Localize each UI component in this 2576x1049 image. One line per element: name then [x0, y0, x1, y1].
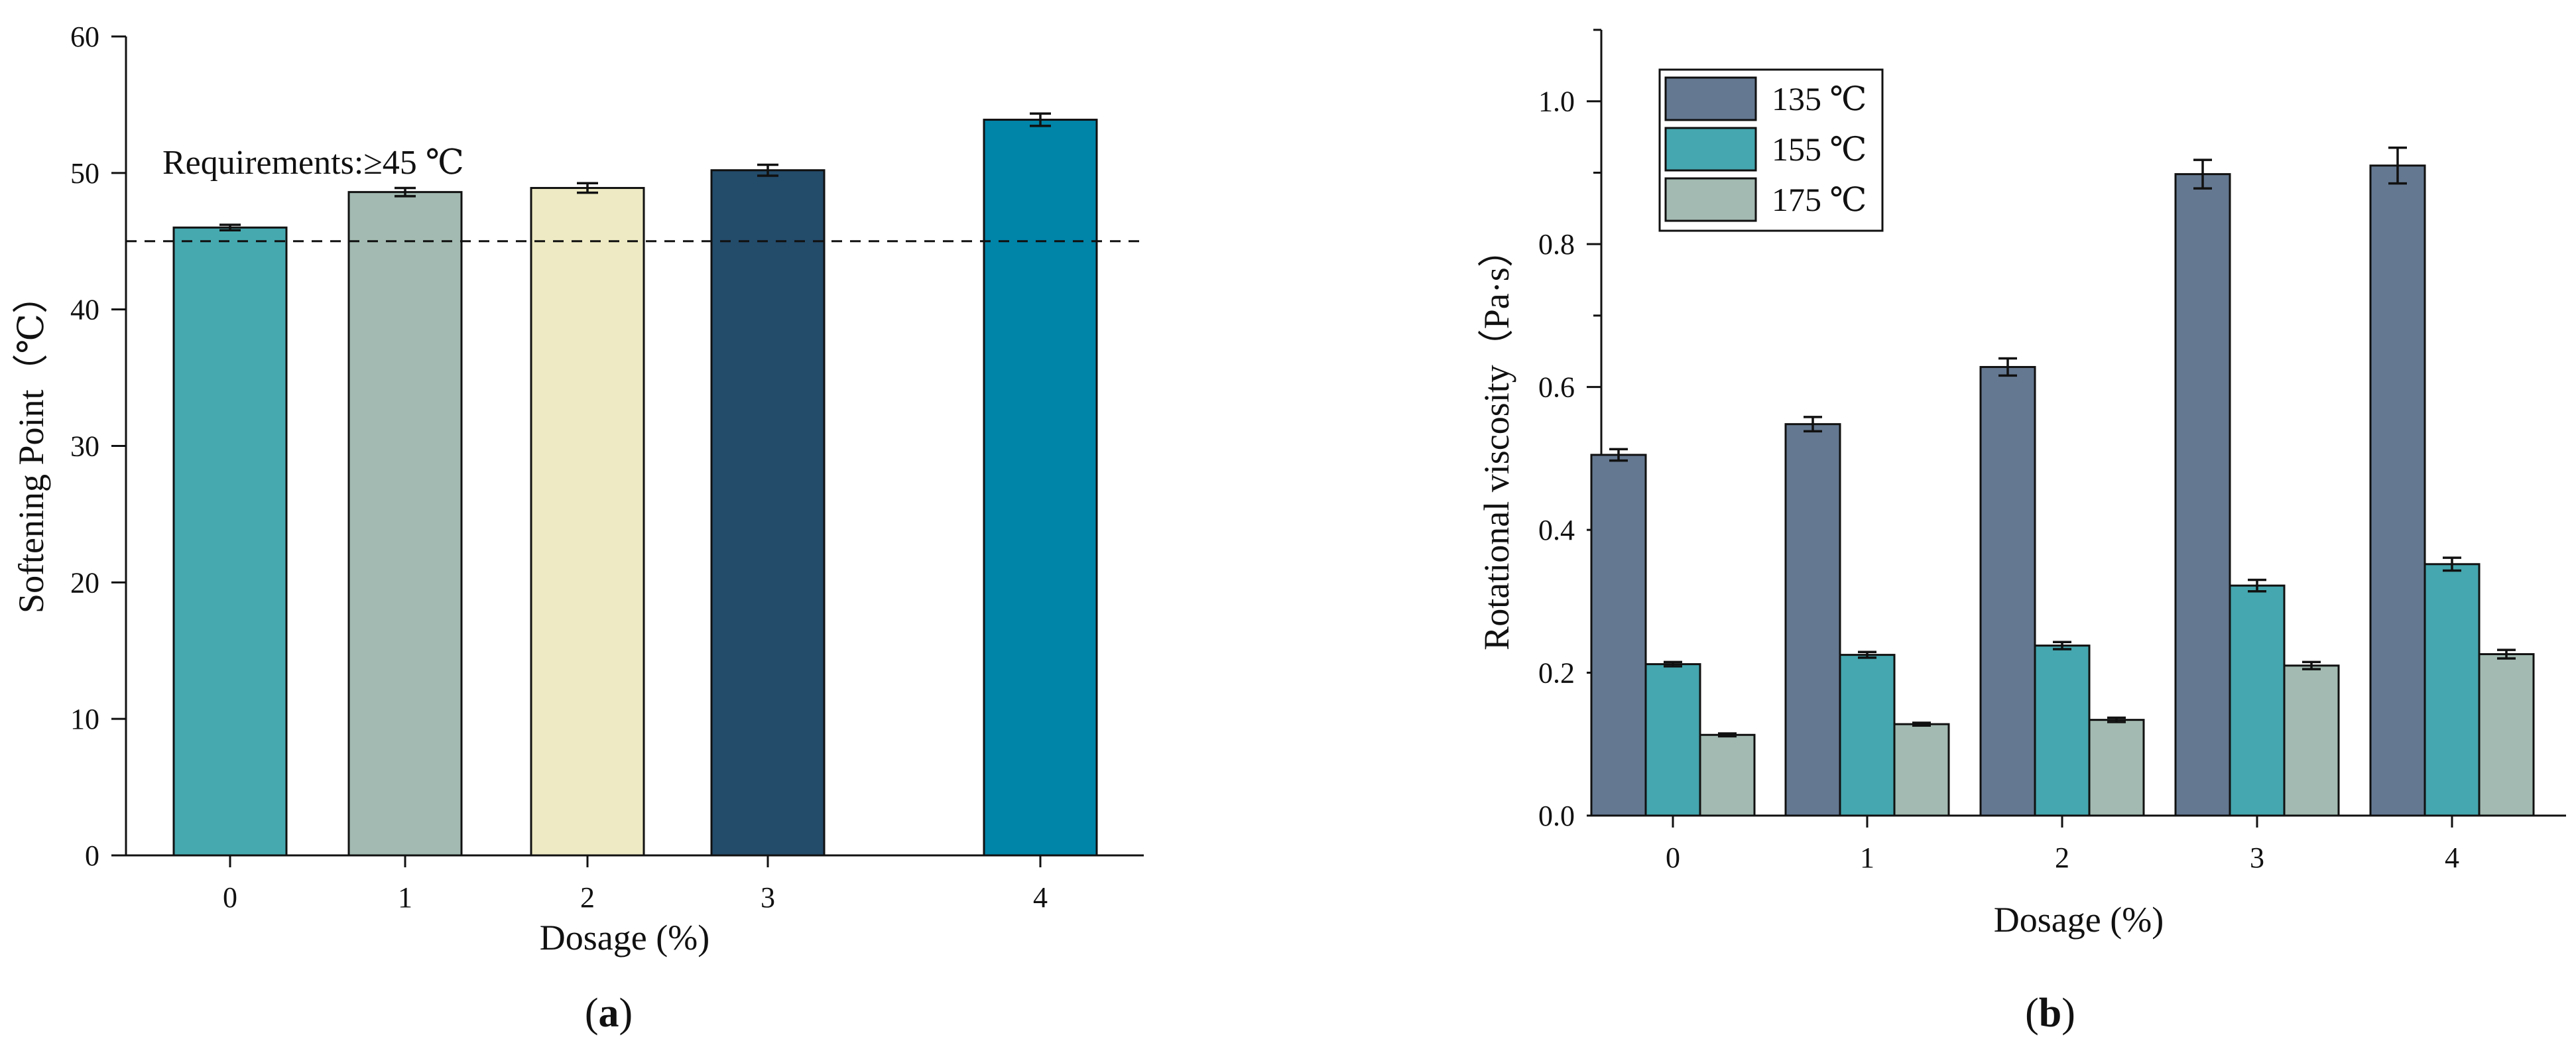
- error-bar-155c-dosage-2: [2053, 641, 2071, 650]
- error-bar-dosage-2: [577, 182, 598, 194]
- bar-135c-dosage-0: [1590, 454, 1647, 817]
- bar-155c-dosage-4: [2423, 563, 2481, 817]
- y-tick-label: 0: [85, 839, 99, 872]
- panel-b-y-ticks: 0.0 0.2 0.4 0.6 0.8 1.0: [1538, 29, 1601, 832]
- error-bar-175c-dosage-2: [2107, 716, 2126, 723]
- error-bar-155c-dosage-0: [1664, 660, 1682, 668]
- panel-b-label: (b): [2025, 991, 2075, 1036]
- bar-155c-dosage-3: [2229, 584, 2286, 817]
- bar-dosage-3: [710, 169, 826, 857]
- y-tick-label: 0.6: [1538, 371, 1575, 404]
- error-bar-dosage-0: [219, 223, 241, 232]
- requirement-annotation: Requirements:≥45 ℃: [162, 144, 464, 182]
- panel-a-x-ticks: 0 1 2 3 4: [223, 855, 1048, 914]
- error-bar-135c-dosage-2: [1998, 357, 2017, 377]
- error-bar-155c-dosage-4: [2443, 556, 2461, 572]
- y-tick-label: 30: [70, 430, 99, 463]
- bar-dosage-2: [530, 186, 645, 857]
- x-tick-label: 2: [580, 881, 595, 914]
- legend-swatch-155: [1664, 127, 1757, 172]
- legend-label-175: 175 ℃: [1772, 181, 1867, 218]
- error-bar-175c-dosage-0: [1718, 732, 1737, 738]
- panel-a-x-axis-title: Dosage (%): [540, 918, 709, 957]
- x-tick-label: 1: [398, 881, 412, 914]
- panel-a-bars: [172, 119, 1098, 857]
- x-tick-label: 3: [761, 881, 775, 914]
- y-tick-label: 10: [70, 703, 99, 735]
- bar-dosage-4: [983, 119, 1098, 857]
- y-tick-label: 0.0: [1538, 800, 1575, 832]
- error-bar-175c-dosage-1: [1912, 721, 1931, 727]
- legend: 135 ℃ 155 ℃ 175 ℃: [1658, 68, 1884, 232]
- error-bar-dosage-3: [757, 163, 778, 177]
- error-bar-135c-dosage-1: [1804, 416, 1822, 433]
- x-tick-label: 0: [223, 881, 237, 914]
- y-tick-label: 0.8: [1538, 228, 1575, 261]
- y-tick-label: 0.4: [1538, 514, 1575, 546]
- panel-b-x-ticks: 0 1 2 3 4: [1666, 816, 2459, 874]
- y-tick-label: 50: [70, 157, 99, 190]
- error-bar-135c-dosage-0: [1609, 448, 1628, 462]
- bar-135c-dosage-3: [2174, 173, 2231, 817]
- panel-a-y-ticks: 0 10 20 30 40 50 60: [70, 21, 126, 872]
- bar-135c-dosage-2: [1979, 365, 2036, 817]
- panel-b-bars: [1590, 164, 2535, 817]
- x-tick-label: 1: [1860, 841, 1874, 874]
- x-tick-label: 0: [1666, 841, 1680, 874]
- bar-175c-dosage-2: [2088, 719, 2145, 817]
- bar-155c-dosage-2: [2034, 645, 2091, 817]
- panel-b: 0.0 0.2 0.4 0.6 0.8 1.0 0 1 2 3 4 135 ℃ 155 ℃ 175…: [1477, 29, 2566, 1036]
- bar-175c-dosage-4: [2478, 653, 2535, 817]
- y-tick-label: 1.0: [1538, 86, 1575, 118]
- x-tick-label: 2: [2055, 841, 2069, 874]
- error-bar-dosage-4: [1030, 112, 1051, 127]
- bar-175c-dosage-3: [2283, 664, 2340, 817]
- y-tick-label: 40: [70, 294, 99, 326]
- bar-135c-dosage-4: [2369, 164, 2426, 817]
- legend-label-155: 155 ℃: [1772, 131, 1867, 168]
- y-tick-label: 0.2: [1538, 657, 1575, 690]
- x-tick-label: 4: [2445, 841, 2459, 874]
- legend-label-135: 135 ℃: [1772, 80, 1867, 117]
- bar-dosage-0: [172, 226, 288, 857]
- panel-b-error-bars: [1609, 147, 2516, 738]
- panel-b-letter: b: [2039, 991, 2061, 1036]
- error-bar-135c-dosage-3: [2193, 158, 2212, 190]
- error-bar-175c-dosage-4: [2497, 648, 2516, 660]
- x-tick-label: 3: [2250, 841, 2264, 874]
- error-bar-155c-dosage-1: [1858, 650, 1876, 659]
- panel-a-error-bars: [219, 112, 1051, 232]
- panel-b-y-axis-title: Rotational viscosity（Pa·s）: [1477, 231, 1516, 650]
- bar-175c-dosage-0: [1699, 733, 1756, 817]
- legend-swatch-135: [1664, 76, 1757, 121]
- bar-135c-dosage-1: [1784, 423, 1841, 817]
- error-bar-135c-dosage-4: [2388, 147, 2407, 185]
- legend-swatch-175: [1664, 177, 1757, 222]
- error-bar-155c-dosage-3: [2248, 578, 2266, 593]
- panel-a-letter: a: [599, 991, 619, 1036]
- panel-a-y-axis-title: Softening Point（℃）: [11, 278, 51, 613]
- bar-175c-dosage-1: [1893, 723, 1950, 817]
- bar-155c-dosage-1: [1839, 654, 1896, 817]
- y-tick-label: 60: [70, 21, 99, 53]
- error-bar-dosage-1: [395, 186, 416, 198]
- bar-155c-dosage-0: [1644, 663, 1701, 817]
- x-tick-label: 4: [1033, 881, 1048, 914]
- panel-a-label: (a): [585, 991, 633, 1036]
- error-bar-175c-dosage-3: [2302, 660, 2321, 670]
- bar-dosage-1: [347, 191, 463, 857]
- y-tick-label: 20: [70, 566, 99, 599]
- panel-b-x-axis-title: Dosage (%): [1994, 900, 2164, 940]
- panel-a: 0 10 20 30 40 50 60 0 1 2 3 4 Requirements:≥45 ℃ S…: [11, 21, 1144, 1036]
